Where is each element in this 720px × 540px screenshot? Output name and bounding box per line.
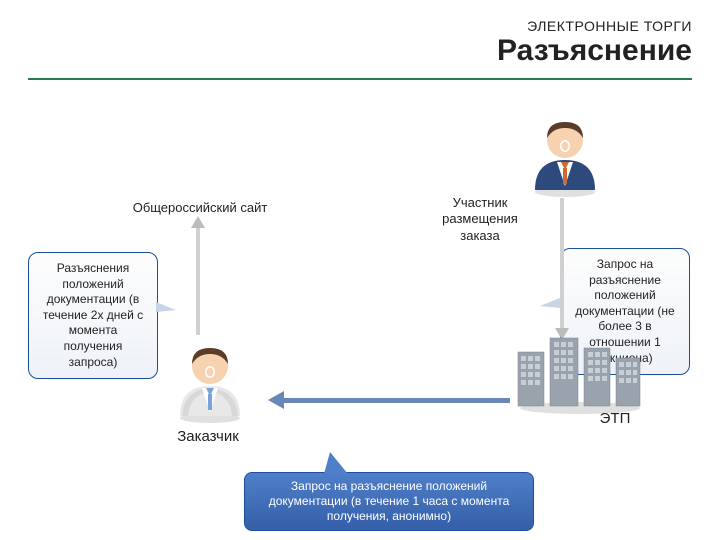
header-subtitle: ЭЛЕКТРОННЫЕ ТОРГИ bbox=[497, 18, 692, 34]
header-rule bbox=[28, 78, 692, 80]
callout-bottom: Запрос на разъяснение положений документ… bbox=[244, 472, 534, 531]
arrow-main-head bbox=[268, 391, 284, 409]
person-participant-icon bbox=[525, 110, 605, 203]
callout-right-tail bbox=[540, 298, 560, 308]
callout-left: Разъяснения положений документации (в те… bbox=[28, 252, 158, 379]
arrow-main bbox=[284, 398, 510, 403]
customer-label: Заказчик bbox=[158, 428, 258, 447]
arrow-site-up bbox=[196, 225, 200, 335]
arrow-site-up-head bbox=[191, 216, 205, 228]
participant-label: Участник размещения заказа bbox=[430, 195, 530, 244]
slide-header: ЭЛЕКТРОННЫЕ ТОРГИ Разъяснение bbox=[497, 18, 692, 68]
callout-bottom-tail bbox=[324, 452, 348, 474]
participant-label-l2: размещения bbox=[442, 211, 518, 226]
participant-label-l1: Участник bbox=[453, 195, 508, 210]
person-customer-icon bbox=[170, 336, 250, 429]
buildings-etp-icon bbox=[510, 330, 650, 420]
callout-left-tail bbox=[156, 302, 176, 312]
header-title: Разъяснение bbox=[497, 34, 692, 68]
participant-label-l3: заказа bbox=[460, 228, 499, 243]
arrow-participant-down bbox=[560, 198, 564, 330]
site-label: Общероссийский сайт bbox=[110, 200, 290, 216]
